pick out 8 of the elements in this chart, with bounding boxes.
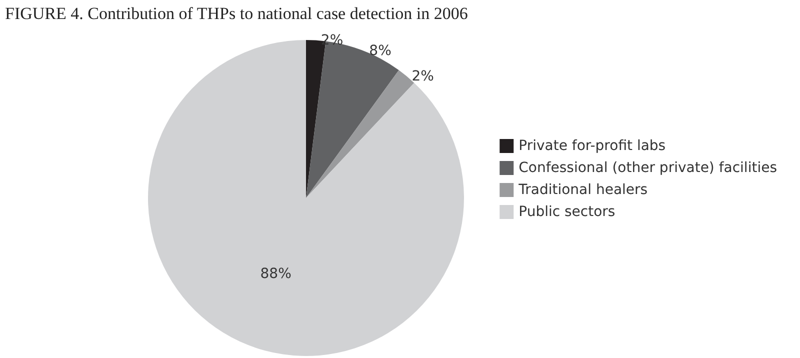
legend-label: Public sectors [518,204,616,220]
legend-label: Confessional (other private) facilities [518,160,778,176]
legend-label: Traditional healers [518,182,648,198]
data-label: 8% [369,43,392,60]
chart-title: FIGURE 4. Contribution of THPs to national case detection in 2006 [5,4,468,23]
legend-label: Private for-profit labs [518,138,666,154]
data-label: 88% [260,266,292,282]
data-label: 2% [412,68,434,84]
